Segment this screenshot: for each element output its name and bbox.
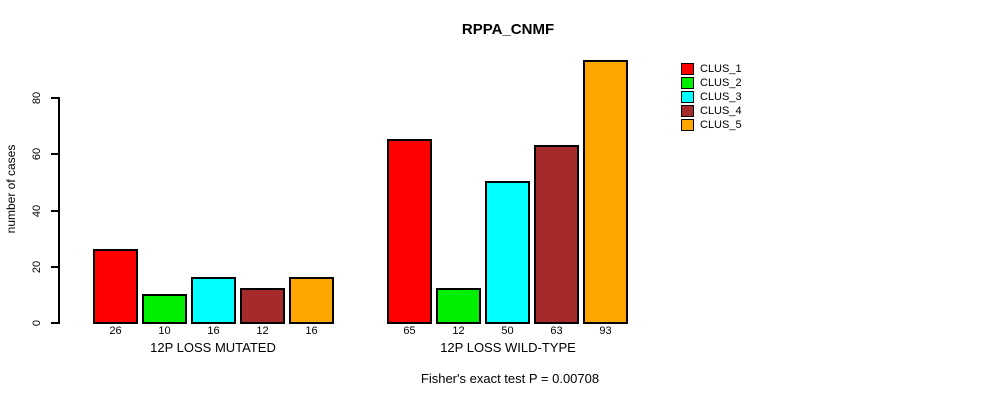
- bar-clus_4: [240, 288, 285, 324]
- legend-swatch-clus_2: [681, 77, 694, 89]
- legend-swatch-clus_3: [681, 91, 694, 103]
- bar-clus_1: [387, 139, 432, 324]
- bar-clus_5: [583, 60, 628, 324]
- bar-value-label: 12: [256, 325, 269, 337]
- bar-clus_2: [436, 288, 481, 324]
- legend-row-clus_4: CLUS_4: [681, 104, 742, 118]
- legend-row-clus_3: CLUS_3: [681, 90, 742, 104]
- y-axis-label: number of cases: [4, 144, 18, 234]
- x-group-label-wildtype: 12P LOSS WILD-TYPE: [440, 340, 576, 355]
- legend-row-clus_5: CLUS_5: [681, 118, 742, 132]
- y-axis-tick-label: 40: [31, 204, 43, 217]
- legend-label: CLUS_1: [700, 63, 742, 75]
- legend-label: CLUS_5: [700, 119, 742, 131]
- legend-swatch-clus_5: [681, 119, 694, 131]
- legend-label: CLUS_3: [700, 91, 742, 103]
- y-axis-tick: [51, 209, 58, 212]
- legend-swatch-clus_1: [681, 63, 694, 75]
- bar-value-label: 93: [599, 325, 612, 337]
- bar-clus_1: [93, 248, 138, 324]
- legend-label: CLUS_4: [700, 105, 742, 117]
- bar-value-label: 16: [305, 325, 318, 337]
- bar-value-label: 12: [452, 325, 465, 337]
- bar-value-label: 16: [207, 325, 220, 337]
- y-axis-tick: [51, 322, 58, 324]
- bar-value-label: 10: [158, 325, 171, 337]
- y-axis-tick: [51, 265, 58, 268]
- y-axis-tick-label: 80: [31, 91, 43, 105]
- bar-value-label: 26: [109, 325, 122, 337]
- bar-value-label: 65: [403, 325, 416, 337]
- bar-value-label: 63: [550, 325, 563, 337]
- fisher-test-annotation: Fisher's exact test P = 0.00708: [420, 371, 600, 386]
- legend-label: CLUS_2: [700, 77, 742, 89]
- y-axis-tick-label: 60: [31, 148, 43, 161]
- y-axis-tick-label: 0: [31, 319, 43, 327]
- bar-value-label: 50: [501, 325, 514, 337]
- y-axis-line: [58, 97, 60, 324]
- chart-title: RPPA_CNMF: [461, 21, 555, 38]
- y-axis-tick-label: 20: [31, 260, 43, 273]
- y-axis-tick: [51, 153, 58, 156]
- legend: CLUS_1 CLUS_2 CLUS_3 CLUS_4 CLUS_5: [681, 62, 742, 132]
- legend-row-clus_1: CLUS_1: [681, 62, 742, 76]
- legend-row-clus_2: CLUS_2: [681, 76, 742, 90]
- bar-clus_3: [485, 181, 530, 324]
- y-axis-tick: [51, 97, 58, 99]
- bar-clus_5: [289, 277, 334, 324]
- bar-clus_2: [142, 293, 187, 324]
- bar-clus_4: [534, 144, 579, 324]
- bar-clus_3: [191, 277, 236, 324]
- legend-swatch-clus_4: [681, 105, 694, 117]
- x-group-label-mutated: 12P LOSS MUTATED: [150, 340, 276, 355]
